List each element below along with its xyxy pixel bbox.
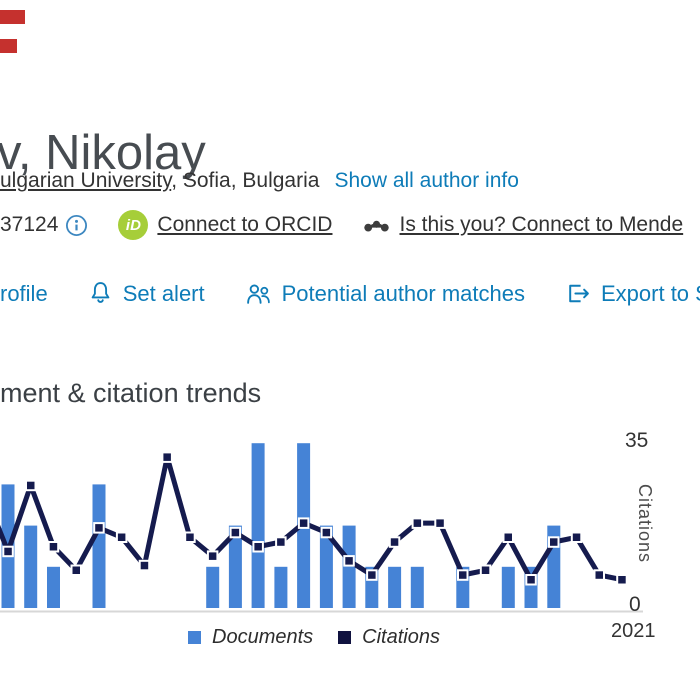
documents-legend-label: Documents [212, 626, 314, 648]
section-title: ment & citation trends [0, 378, 262, 409]
citations-legend-swatch [338, 631, 352, 644]
orcid-icon: iD [118, 210, 149, 240]
chart-legend: Documents Citations [188, 626, 440, 649]
potential-author-matches-link[interactable]: Potential author matches [245, 281, 525, 307]
potential-author-matches-label: Potential author matches [281, 280, 525, 306]
affiliation-location: , Sofia, Bulgaria [171, 169, 320, 192]
citations-legend-label: Citations [362, 626, 440, 648]
edit-profile-link[interactable]: rofile [0, 281, 48, 307]
export-label: Export to S [601, 280, 700, 306]
cropped-red-artifact [0, 39, 17, 53]
author-id-row: 37124 iD Connect to ORCID Is this you? C… [0, 210, 683, 240]
set-alert-link[interactable]: Set alert [88, 280, 205, 307]
author-id: 37124 [0, 213, 59, 236]
people-icon [245, 282, 272, 306]
x-axis-year-label: 2021 [611, 620, 656, 642]
affiliation-row: ulgarian University, Sofia, Bulgaria Show… [0, 169, 519, 193]
citations-axis-min-label: 0 [629, 593, 641, 616]
author-name: v, Nikolay [0, 125, 206, 180]
edit-profile-label: rofile [0, 280, 48, 306]
export-icon [565, 281, 591, 306]
cropped-red-artifact [0, 10, 25, 24]
documents-legend-swatch [188, 631, 201, 644]
info-icon[interactable] [65, 214, 88, 237]
affiliation-link[interactable]: ulgarian University [0, 169, 172, 192]
connect-orcid-link[interactable]: Connect to ORCID [157, 213, 333, 236]
export-link[interactable]: Export to S [565, 281, 700, 307]
set-alert-label: Set alert [122, 280, 205, 306]
citations-axis-max-label: 35 [625, 429, 649, 452]
citations-axis-title: Citations [635, 484, 655, 564]
connect-mendeley-link[interactable]: Is this you? Connect to Mende [399, 213, 684, 236]
actions-row: rofile Set alert Potential author matche… [0, 280, 700, 307]
show-all-author-info-link[interactable]: Show all author info [334, 169, 519, 192]
bell-icon [88, 280, 113, 307]
documents-citations-chart [0, 443, 643, 613]
mendeley-icon [363, 215, 390, 235]
